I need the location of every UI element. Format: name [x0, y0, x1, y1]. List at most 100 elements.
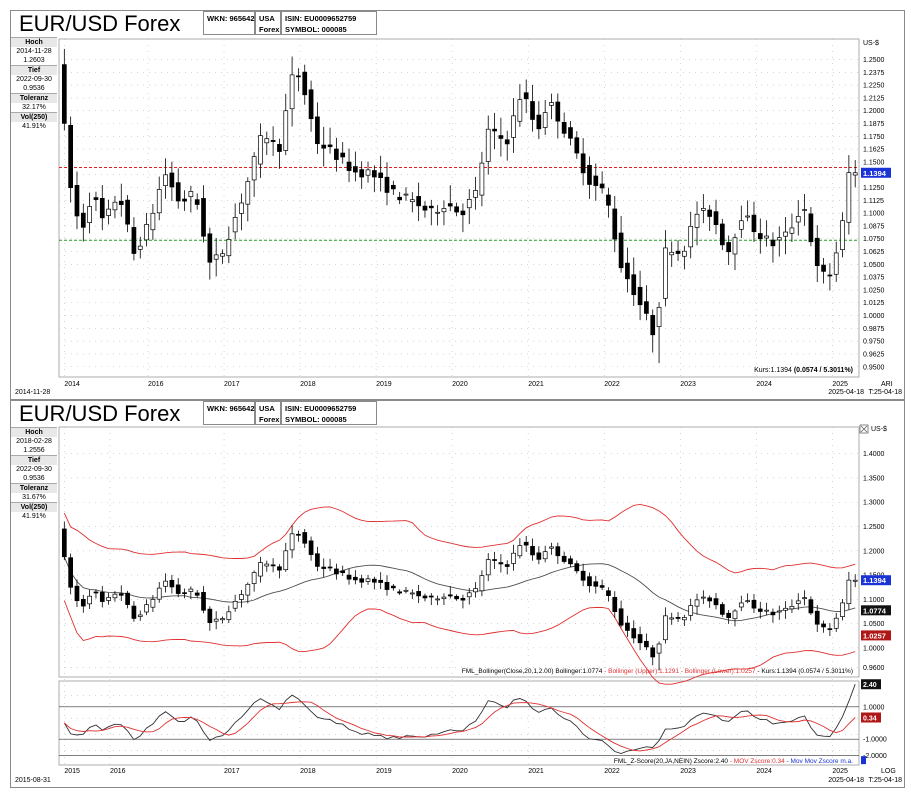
- candle-down: [131, 227, 137, 254]
- candle-up: [226, 611, 232, 620]
- chart-title: EUR/USD Forex: [19, 11, 181, 36]
- candle-up: [137, 614, 143, 617]
- candle-up: [441, 208, 447, 213]
- isin-box: ISIN: EU0009652759 SYMBOL: 000085: [281, 11, 377, 35]
- candle-down: [207, 608, 213, 623]
- candle-down: [719, 223, 725, 246]
- candle-down: [707, 597, 713, 602]
- isin: ISIN: EU0009652759: [285, 14, 357, 23]
- candle-up: [441, 596, 447, 600]
- scale-mode-label: ARI: [881, 381, 893, 388]
- y-tick-label: 1.2500: [863, 57, 885, 64]
- market-box: USA Forex: [255, 11, 281, 35]
- x-tick-label: 2016: [110, 768, 126, 775]
- candle-down: [580, 570, 586, 581]
- candle-up: [517, 99, 523, 122]
- wkn-box: WKN: 965642: [203, 401, 255, 425]
- status-time: T:25-04-18: [868, 389, 902, 396]
- candle-down: [719, 604, 725, 615]
- candle-down: [612, 597, 618, 612]
- candle-up: [264, 138, 270, 144]
- y-tick-label: 1.4000: [863, 451, 885, 458]
- candle-up: [150, 212, 156, 231]
- candle-down: [340, 570, 346, 574]
- symbol: SYMBOL: 000085: [285, 25, 347, 34]
- mov-mov-zscore-tag: [861, 756, 866, 765]
- market-forex: Forex: [259, 415, 280, 424]
- candle-down: [321, 144, 327, 149]
- candle-down: [182, 592, 187, 595]
- candle-down: [99, 591, 105, 602]
- candle-down: [346, 574, 352, 580]
- hoch-date: 2014-11-28: [11, 47, 57, 56]
- candle-down: [587, 576, 592, 587]
- legend-entry: FML_Z-Score(20,JA,NEIN) Zscore:2.40: [614, 758, 730, 765]
- candle-up: [473, 588, 478, 593]
- candle-up: [840, 220, 845, 251]
- candle-down: [618, 232, 624, 269]
- candle-down: [606, 590, 611, 596]
- y-unit-label: US-$: [863, 40, 879, 47]
- symbol: SYMBOL: 000085: [285, 415, 347, 424]
- candle-down: [359, 578, 365, 583]
- candle-down: [125, 199, 130, 225]
- y-tick-label: 1.0125: [863, 300, 885, 307]
- candle-down: [353, 576, 358, 581]
- candle-up: [239, 594, 244, 600]
- isin-box: ISIN: EU0009652759 SYMBOL: 000085: [281, 401, 377, 425]
- candle-up: [738, 220, 744, 230]
- candle-down: [713, 598, 719, 606]
- candle-down: [428, 595, 434, 598]
- candle-up: [466, 592, 472, 598]
- candle-down: [334, 568, 339, 575]
- y-tick-label: 1.1625: [863, 147, 885, 154]
- market-forex: Forex: [259, 25, 280, 34]
- candle-down: [118, 593, 124, 596]
- candle-down: [201, 592, 206, 611]
- status-start-date: 2015-08-31: [15, 777, 51, 784]
- candle-up: [87, 595, 92, 605]
- y-tick-label: 1.0875: [863, 223, 885, 230]
- candle-down: [460, 210, 466, 216]
- candle-down: [175, 584, 181, 594]
- candle-down: [707, 209, 713, 217]
- candle-down: [296, 533, 301, 536]
- y-tick-label: 1.0500: [863, 262, 885, 269]
- candle-up: [403, 193, 409, 196]
- candle-down: [827, 628, 833, 631]
- candle-up: [833, 252, 839, 275]
- candle-up: [745, 600, 750, 603]
- market-usa: USA: [259, 14, 275, 23]
- vol-label: Vol(250): [11, 112, 57, 122]
- y-tick-label: 1.1250: [863, 185, 885, 192]
- candle-down: [536, 114, 542, 130]
- y-tick-label: 1.2000: [863, 108, 885, 115]
- y-tick-label: 1.0750: [863, 236, 885, 243]
- legend-entry: - Kurs:1.1394 (0.0574 / 5.3011%): [757, 668, 853, 675]
- candle-down: [726, 612, 732, 618]
- bollinger-upper-line: [63, 503, 856, 574]
- candle-down: [397, 591, 403, 594]
- candle-down: [74, 585, 80, 602]
- tief-label: Tief: [11, 455, 57, 465]
- candle-down: [574, 563, 580, 572]
- y-unit-label: US-$: [871, 426, 887, 433]
- plot-frame: [58, 426, 860, 678]
- candle-up: [232, 217, 238, 233]
- legend-entry: - MOV Zscore:0.34: [730, 758, 787, 765]
- candle-down: [371, 578, 377, 583]
- candle-down: [618, 608, 624, 626]
- candle-up: [783, 607, 788, 611]
- chart-title: EUR/USD Forex: [19, 401, 181, 426]
- candle-up: [245, 583, 251, 596]
- candle-up: [409, 592, 415, 595]
- candle-down: [346, 161, 352, 171]
- candle-down: [555, 101, 561, 122]
- x-tick-label: 2020: [452, 768, 468, 775]
- status-start-date: 2014-11-28: [15, 389, 51, 396]
- y-tick-label: 1.1000: [863, 597, 885, 604]
- candle-up: [150, 599, 156, 608]
- candle-down: [757, 608, 763, 612]
- y-tick-label: 1.0000: [863, 313, 885, 320]
- candle-up: [700, 596, 706, 599]
